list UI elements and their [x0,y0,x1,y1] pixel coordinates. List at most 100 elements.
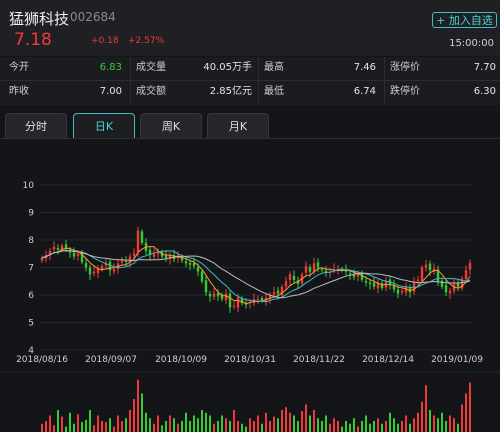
candle-body [96,268,100,274]
candle-body [428,263,432,271]
volume-bar [221,415,223,432]
candle-body [184,261,188,264]
volume-bar [385,421,387,432]
y-tick-label: 7 [28,264,34,274]
stock-code: 002684 [70,10,116,24]
candle-body [316,262,320,268]
candle-body [136,230,140,253]
candle-body [100,266,104,270]
tab-monthly-k[interactable]: 月K [207,113,269,139]
volume-bar [97,415,99,432]
candle-body [380,283,384,289]
volume-bar [377,418,379,432]
add-to-watchlist-button[interactable]: + 加入自选 [432,12,497,28]
volume-bar [193,415,195,432]
volume-bar [401,421,403,432]
volume-bar [437,418,439,432]
volume-bar [217,421,219,432]
x-tick-label: 2018/12/14 [362,355,414,365]
volume-bar [429,410,431,432]
candle-body [312,263,316,272]
volume-bar [453,418,455,432]
candle-body [424,264,428,268]
candle-body [288,274,292,281]
candle-body [268,295,272,299]
volume-bar [381,423,383,432]
tab-weekly-k[interactable]: 周K [140,113,202,139]
candle-body [60,245,64,250]
volume-bar [69,412,71,432]
candle-body [436,269,440,282]
volume-bar [233,410,235,432]
volume-bar [333,418,335,432]
stat-label-limit-down: 跌停价 [390,86,420,97]
stat-value-low: 6.74 [353,86,376,97]
candle-body [444,285,448,293]
x-tick-label: 2018/10/09 [155,355,207,365]
volume-bar [305,404,307,432]
volume-bar [445,421,447,432]
volume-bar [249,418,251,432]
candle-body [208,293,212,297]
candle-body [204,280,208,293]
stat-label-volume: 成交量 [136,62,166,73]
volume-bar [297,421,299,432]
volume-bar [409,423,411,432]
volume-bar [433,415,435,432]
stat-value-open: 6.83 [99,62,122,73]
volume-bar [45,421,47,432]
volume-bar [185,412,187,432]
stat-label-open: 今开 [9,62,29,73]
candle-body [304,266,308,273]
volume-bar [457,423,459,432]
candle-body [84,263,88,268]
volume-bar [57,410,59,432]
stat-label-prev-close: 昨收 [9,86,29,97]
volume-bar [141,393,143,432]
candle-body [332,268,336,270]
volume-bar [465,393,467,432]
volume-bar [321,421,323,432]
chart-period-tabs: 分时 日K 周K 月K [0,105,500,139]
tab-intraday[interactable]: 分时 [5,113,67,139]
quote-stats-panel: 今开 6.83 成交量 40.05万手 最高 7.46 涨停价 7.70 昨收 … [0,57,500,105]
volume-bar [301,411,303,432]
candle-body [468,262,472,270]
stat-value-turnover: 2.85亿元 [209,86,252,97]
candle-body [456,282,460,287]
candle-body [440,280,444,287]
y-tick-label: 8 [28,236,34,246]
candle-body [420,267,424,281]
volume-bar [337,421,339,432]
candle-body [196,267,200,272]
volume-bar [357,426,359,432]
volume-bar [349,423,351,432]
candle-body [168,255,172,259]
candle-body [48,251,52,255]
volume-bar [229,421,231,432]
stat-value-limit-up: 7.70 [473,62,496,73]
candle-body [72,252,76,257]
candle-body [352,274,356,278]
volume-bar [165,421,167,432]
volume-bar [417,412,419,432]
volume-bar [309,415,311,432]
candle-body [40,257,44,261]
price-change: +0.18 [91,36,119,46]
volume-bar [413,418,415,432]
volume-bar [329,423,331,432]
tab-daily-k[interactable]: 日K [73,113,135,139]
volume-bar [269,421,271,432]
candle-body [404,286,408,293]
y-tick-label: 4 [28,346,34,356]
y-tick-label: 5 [28,319,34,329]
candle-body [76,253,80,256]
candle-body [128,256,132,263]
candle-body [256,299,260,301]
volume-bar [177,423,179,432]
volume-bar [405,415,407,432]
volume-bar [73,423,75,432]
volume-bar [325,415,327,432]
y-tick-label: 10 [23,181,35,191]
